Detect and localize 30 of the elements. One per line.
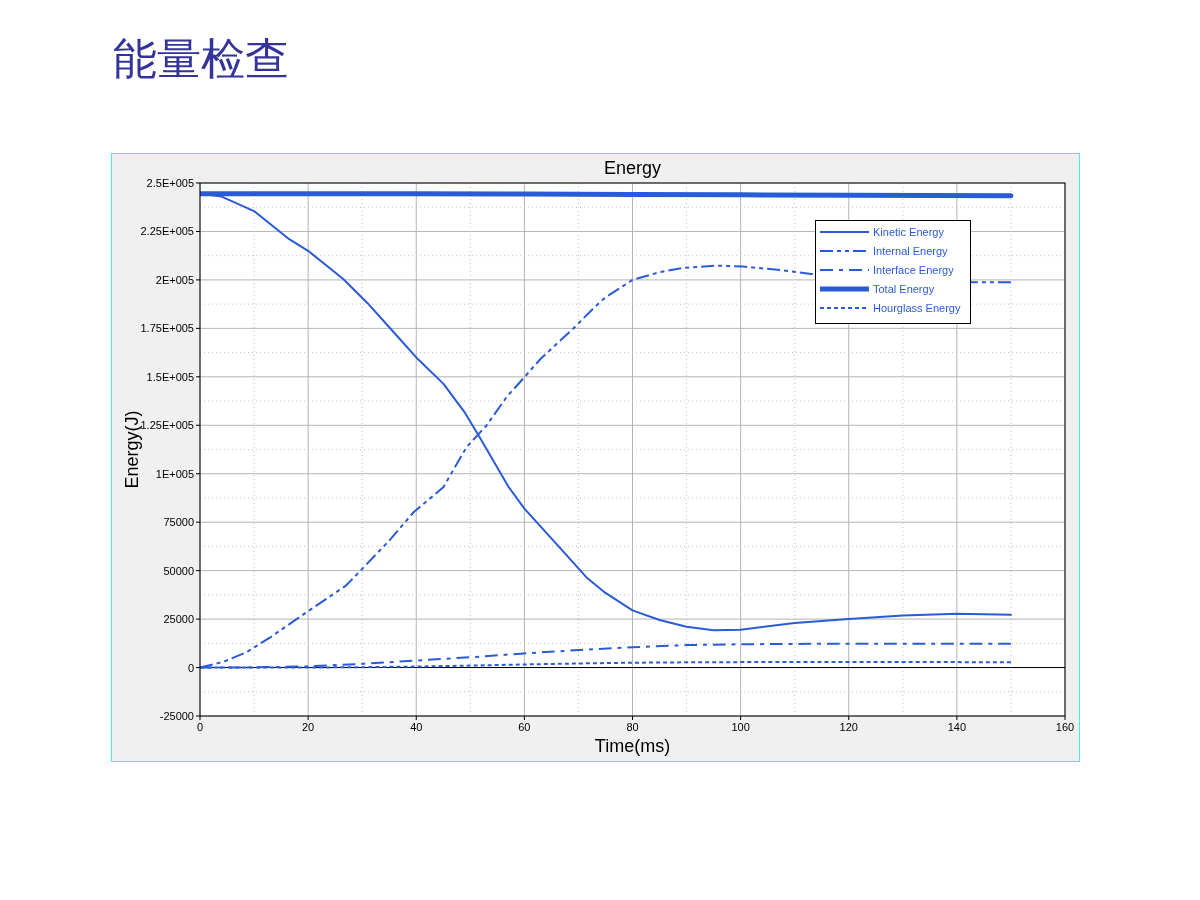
x-tick-label: 140 <box>947 721 967 733</box>
y-tick-label: 1.75E+005 <box>140 322 194 335</box>
y-tick-label: 1.5E+005 <box>146 370 194 383</box>
subtitle: Energy <box>604 158 661 178</box>
y-tick-label: 0 <box>187 661 194 674</box>
legend-label: Kinetic Energy <box>873 226 945 238</box>
title: 能量检查 <box>113 35 289 84</box>
y-tick-label: 2.25E+005 <box>140 225 194 238</box>
x-tick-label: 20 <box>302 721 315 733</box>
y-tick-label: 50000 <box>163 564 194 577</box>
ylabel: Energy(J) <box>122 410 142 489</box>
legend-label: Internal Energy <box>873 245 949 257</box>
y-tick-label: 2E+005 <box>155 273 194 286</box>
xlabel: Time(ms) <box>594 736 671 756</box>
x-tick-label: 80 <box>626 721 639 733</box>
legend-label: Interface Energy <box>873 264 955 276</box>
y-tick-label: 1.25E+005 <box>140 419 194 432</box>
y-tick-label: 25000 <box>163 613 194 626</box>
legend-label: Hourglass Energy <box>873 302 961 314</box>
y-tick-label: 75000 <box>163 516 194 529</box>
x-tick-label: 120 <box>839 721 858 733</box>
y-tick-label: -25000 <box>159 710 194 722</box>
x-tick-label: 160 <box>1055 721 1075 733</box>
legend-label: Total Energy <box>873 283 935 295</box>
y-tick-label: 2.5E+005 <box>146 177 194 189</box>
x-tick-label: 100 <box>731 721 750 733</box>
x-tick-label: 60 <box>518 721 531 733</box>
x-tick-label: 40 <box>410 721 423 733</box>
x-tick-label: 0 <box>196 721 204 733</box>
y-tick-label: 1E+005 <box>155 467 194 480</box>
